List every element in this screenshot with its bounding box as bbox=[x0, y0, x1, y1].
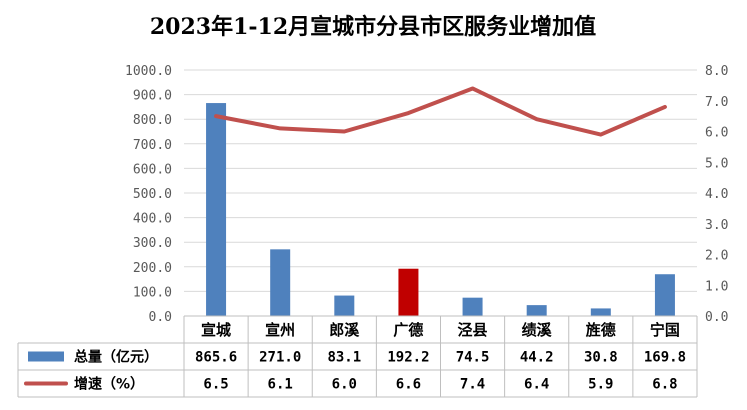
table-cell: 6.5 bbox=[203, 377, 228, 393]
left-tick-label: 500.0 bbox=[133, 187, 172, 202]
bar bbox=[654, 274, 675, 316]
line-point bbox=[664, 106, 666, 108]
category-label: 郎溪 bbox=[329, 321, 360, 339]
table-cell: 6.0 bbox=[332, 377, 357, 393]
left-tick-label: 700.0 bbox=[133, 138, 172, 153]
legend-label: 增速（%） bbox=[74, 376, 144, 393]
gridlines bbox=[184, 69, 697, 317]
category-label: 广德 bbox=[393, 321, 423, 339]
left-tick-label: 100.0 bbox=[133, 285, 172, 300]
table-cell: 169.8 bbox=[644, 350, 686, 366]
bar-series bbox=[206, 103, 675, 316]
right-tick-label: 7.0 bbox=[705, 95, 728, 110]
right-tick-label: 1.0 bbox=[705, 279, 728, 294]
category-label: 泾县 bbox=[458, 321, 488, 339]
left-tick-label: 1000.0 bbox=[125, 64, 172, 79]
left-tick-label: 300.0 bbox=[133, 236, 172, 251]
table-cell: 271.0 bbox=[259, 350, 301, 366]
bar bbox=[270, 249, 291, 316]
right-tick-label: 6.0 bbox=[705, 126, 728, 141]
category-label: 旌德 bbox=[586, 321, 616, 339]
bar bbox=[398, 268, 419, 316]
right-tick-label: 0.0 bbox=[705, 310, 728, 325]
line-point bbox=[536, 118, 538, 120]
legend-key-bar bbox=[28, 351, 64, 362]
bar bbox=[462, 297, 483, 316]
category-label: 宁国 bbox=[650, 321, 680, 339]
line-point bbox=[472, 87, 474, 89]
table-cell: 44.2 bbox=[520, 350, 554, 366]
legend-label: 总量（亿元） bbox=[74, 349, 158, 366]
series-line bbox=[214, 86, 667, 137]
table-cell: 7.4 bbox=[460, 377, 485, 393]
right-tick-label: 8.0 bbox=[705, 64, 728, 79]
line-point bbox=[407, 112, 409, 114]
left-tick-label: 800.0 bbox=[133, 113, 172, 128]
bar bbox=[206, 103, 227, 316]
left-tick-label: 900.0 bbox=[133, 89, 172, 104]
right-tick-label: 3.0 bbox=[705, 218, 728, 233]
chart-title: 2023年1-12月宣城市分县市区服务业增加值 bbox=[150, 14, 596, 40]
table-cell: 5.9 bbox=[588, 377, 613, 393]
left-tick-label: 0.0 bbox=[149, 310, 172, 325]
bar bbox=[526, 305, 547, 316]
table-cell: 6.6 bbox=[396, 377, 421, 393]
table-cell: 6.4 bbox=[524, 377, 549, 393]
table-cell: 74.5 bbox=[456, 350, 490, 366]
bar bbox=[334, 295, 355, 316]
left-tick-label: 200.0 bbox=[133, 261, 172, 276]
table-cell: 30.8 bbox=[584, 350, 618, 366]
bar bbox=[590, 308, 611, 316]
line-point bbox=[279, 127, 281, 129]
left-tick-label: 600.0 bbox=[133, 162, 172, 177]
table-cell: 192.2 bbox=[387, 350, 429, 366]
table-cell: 6.1 bbox=[268, 377, 293, 393]
right-axis-ticks: 0.0 1.0 2.0 3.0 4.0 5.0 6.0 7.0 8.0 bbox=[705, 64, 728, 325]
table-cell: 865.6 bbox=[195, 350, 237, 366]
line-point bbox=[215, 115, 217, 117]
right-tick-label: 2.0 bbox=[705, 249, 728, 264]
right-tick-label: 4.0 bbox=[705, 187, 728, 202]
line-point bbox=[343, 131, 345, 132]
table-cell: 83.1 bbox=[327, 350, 361, 366]
table-cell: 6.8 bbox=[652, 377, 677, 393]
left-tick-label: 400.0 bbox=[133, 212, 172, 227]
line-series bbox=[214, 86, 667, 137]
right-tick-label: 5.0 bbox=[705, 156, 728, 171]
line-point bbox=[600, 134, 602, 136]
category-label: 绩溪 bbox=[522, 321, 553, 339]
left-axis-ticks: 0.0 100.0 200.0 300.0 400.0 500.0 600.0 700.0 80… bbox=[125, 64, 172, 325]
category-label: 宣州 bbox=[265, 321, 295, 339]
category-label: 宣城 bbox=[201, 321, 231, 339]
